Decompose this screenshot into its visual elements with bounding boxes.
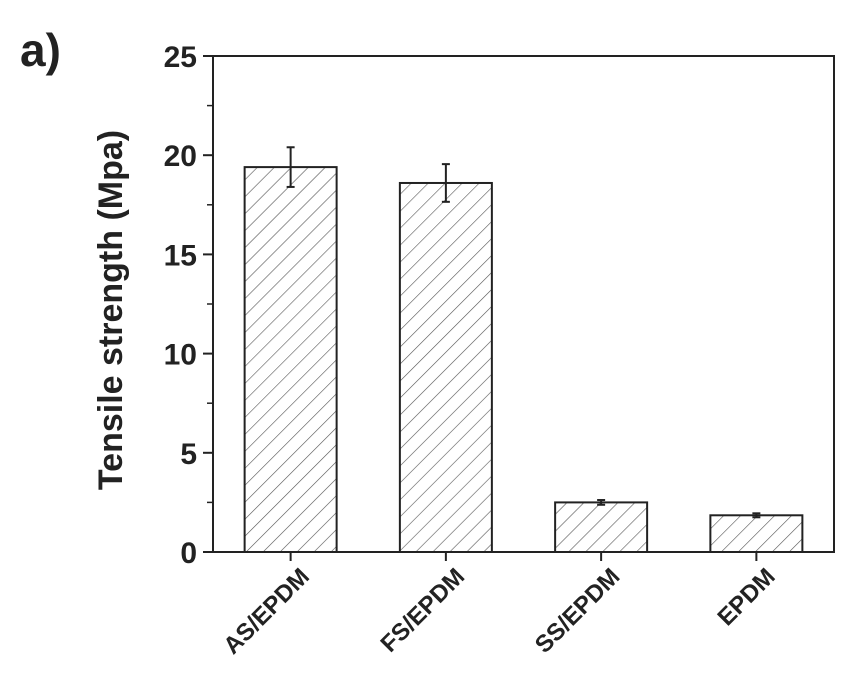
error-bar [441,163,450,203]
x-axis-ticks: AS/EPDM FS/EPDM SS/EPDM EPDM [218,552,781,660]
x-tick-label: FS/EPDM [376,563,471,658]
bars-group [243,166,804,554]
bar-fs-epdm [398,181,493,553]
y-tick-label: 5 [180,438,197,471]
error-bar [597,499,606,506]
bar-as-epdm [243,166,338,553]
y-tick-label: 0 [180,537,197,570]
y-tick-label: 20 [164,140,197,173]
error-bar [752,512,761,519]
bar-epdm [709,514,804,554]
panel-label: a) [20,24,61,76]
x-tick-label: EPDM [712,563,780,631]
bar-ss-epdm [554,501,649,553]
y-tick-label: 10 [164,339,197,372]
x-tick-label: AS/EPDM [218,563,314,659]
y-axis-title: Tensile strength (Mpa) [92,130,130,490]
y-axis-ticks: 0 5 10 15 20 25 [164,41,213,570]
y-tick-label: 15 [164,239,197,272]
error-bars-group [286,146,761,519]
y-tick-label: 25 [164,41,197,74]
error-bar [286,146,295,188]
x-tick-label: SS/EPDM [530,563,625,658]
